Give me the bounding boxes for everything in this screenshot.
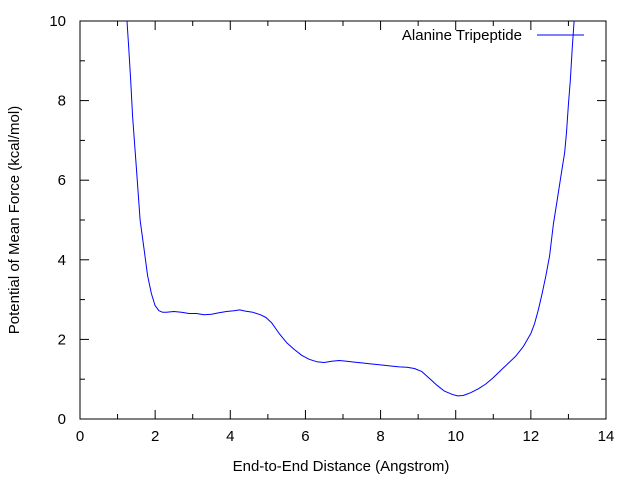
x-tick-label: 14 — [598, 428, 615, 445]
legend-label: Alanine Tripeptide — [402, 27, 522, 44]
y-axis-ticks: 0 2 4 6 8 10 — [49, 13, 606, 428]
x-tick-label: 8 — [376, 428, 384, 445]
y-tick-label: 2 — [58, 331, 66, 348]
x-tick-label: 2 — [151, 428, 159, 445]
y-tick-label: 0 — [58, 411, 66, 428]
series-line — [126, 20, 575, 397]
x-tick-label: 4 — [226, 428, 234, 445]
y-axis-title: Potential of Mean Force (kcal/mol) — [6, 106, 23, 334]
plot-frame — [79, 20, 607, 420]
series-layer — [126, 20, 575, 397]
y-tick-label: 8 — [58, 93, 66, 110]
x-tick-label: 6 — [301, 428, 309, 445]
x-tick-label: 10 — [447, 428, 464, 445]
y-tick-label: 4 — [58, 252, 66, 269]
legend: Alanine Tripeptide — [402, 27, 584, 44]
x-axis-title: End-to-End Distance (Angstrom) — [233, 458, 450, 475]
x-tick-label: 0 — [76, 428, 84, 445]
x-axis-ticks: 0 2 4 6 8 10 12 14 — [76, 21, 615, 445]
x-tick-label: 12 — [523, 428, 540, 445]
y-tick-label: 10 — [49, 13, 66, 30]
y-tick-label: 6 — [58, 172, 66, 189]
